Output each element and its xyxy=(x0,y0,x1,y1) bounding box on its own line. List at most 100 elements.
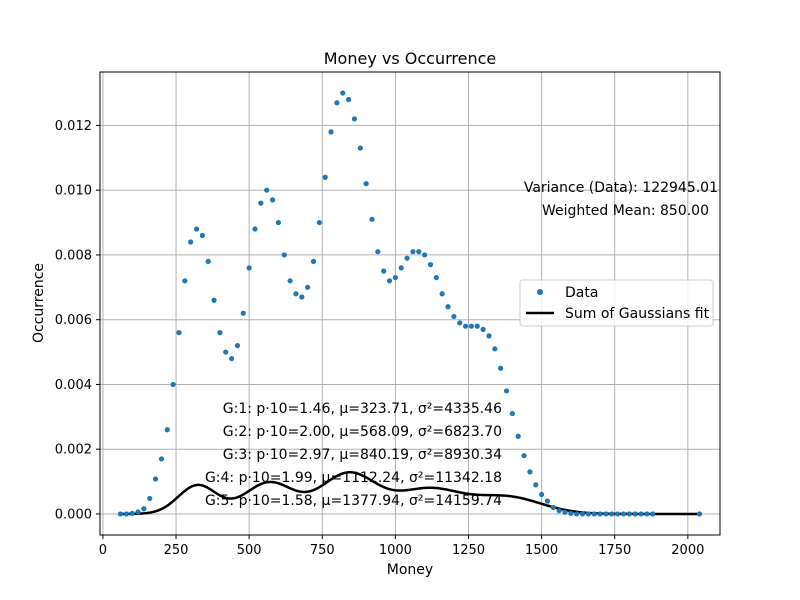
chart-title: Money vs Occurrence xyxy=(324,49,497,68)
data-point xyxy=(217,330,223,336)
data-point xyxy=(299,294,305,300)
data-point xyxy=(223,349,229,355)
data-points-layer xyxy=(117,90,703,517)
gaussian-1-annotation: G:1: p·10=1.46, μ=323.71, σ²=4335.46 xyxy=(223,401,502,417)
legend: Data Sum of Gaussians fit xyxy=(519,279,714,327)
y-tick-label: 0.010 xyxy=(55,184,92,199)
data-point xyxy=(696,511,703,517)
data-point xyxy=(369,216,375,222)
y-tick-label: 0.004 xyxy=(55,378,92,393)
x-tick-label: 1500 xyxy=(525,543,558,558)
data-point xyxy=(164,427,170,433)
data-point xyxy=(591,511,597,517)
x-axis-label: Money xyxy=(387,562,433,578)
data-point xyxy=(158,456,165,462)
legend-data-label: Data xyxy=(565,285,598,301)
data-point xyxy=(117,511,124,517)
data-point xyxy=(492,346,498,352)
data-point xyxy=(503,388,510,394)
data-point xyxy=(269,197,276,203)
data-point xyxy=(486,333,492,339)
data-point xyxy=(445,304,451,310)
x-tick-label: 1750 xyxy=(598,543,631,558)
data-point xyxy=(281,252,287,258)
data-point xyxy=(147,495,153,502)
data-point xyxy=(199,232,205,239)
plot-frame xyxy=(99,71,721,536)
x-tick-label: 2000 xyxy=(671,543,704,558)
data-point xyxy=(568,510,574,516)
data-point xyxy=(550,504,556,511)
data-point xyxy=(334,100,340,106)
legend-data-marker xyxy=(537,289,543,295)
data-point xyxy=(579,511,586,517)
data-point xyxy=(328,129,334,135)
data-point xyxy=(574,511,580,517)
data-point xyxy=(152,476,159,482)
data-point xyxy=(427,262,434,268)
data-point xyxy=(351,116,358,122)
data-point xyxy=(398,265,404,271)
data-point xyxy=(211,297,217,303)
data-point xyxy=(410,249,416,255)
data-point xyxy=(404,255,410,261)
x-tick-label: 1250 xyxy=(452,543,485,558)
data-point xyxy=(650,511,656,517)
data-point xyxy=(176,330,182,336)
data-point xyxy=(129,510,135,516)
data-point xyxy=(509,410,515,417)
y-axis-label: Occurrence xyxy=(31,263,47,343)
y-tick-label: 0.008 xyxy=(55,248,92,263)
data-point xyxy=(123,511,129,517)
data-point xyxy=(585,511,591,517)
y-tick-label: 0.012 xyxy=(55,119,92,134)
data-point xyxy=(433,274,439,281)
data-point xyxy=(188,239,194,245)
data-point xyxy=(322,174,328,180)
legend-fit-label: Sum of Gaussians fit xyxy=(565,306,710,322)
fit-line xyxy=(120,471,700,516)
data-point xyxy=(638,511,644,517)
data-point xyxy=(515,433,521,439)
data-point xyxy=(193,226,200,232)
x-tick-label: 0 xyxy=(99,543,107,558)
data-point xyxy=(182,278,188,284)
data-point xyxy=(246,265,252,271)
y-tick-label: 0.006 xyxy=(55,313,92,328)
data-point xyxy=(170,381,176,388)
data-point xyxy=(462,323,469,329)
data-point xyxy=(521,453,527,459)
gaussian-3-annotation: G:3: p·10=2.97, μ=840.19, σ²=8930.34 xyxy=(223,447,502,463)
data-point xyxy=(392,274,398,281)
data-point xyxy=(293,291,299,297)
data-point xyxy=(240,310,246,316)
data-point xyxy=(620,511,627,517)
data-point xyxy=(626,511,632,517)
gaussian-4-annotation: G:4: p·10=1.99, μ=1112.24, σ²=11342.18 xyxy=(205,470,502,486)
data-point xyxy=(381,268,387,274)
data-point xyxy=(556,508,562,514)
data-point xyxy=(632,511,638,517)
data-point xyxy=(258,200,264,206)
data-point xyxy=(468,323,475,329)
data-point xyxy=(205,258,211,265)
data-point xyxy=(386,278,393,284)
data-point xyxy=(252,226,258,232)
x-tick-label: 750 xyxy=(310,543,335,558)
data-point xyxy=(357,145,363,151)
data-point xyxy=(316,219,322,226)
data-point xyxy=(451,313,457,320)
weighted-mean-annotation: Weighted Mean: 850.00 xyxy=(542,203,709,219)
data-point xyxy=(480,326,486,333)
data-point xyxy=(439,291,445,297)
x-tick-label: 500 xyxy=(237,543,262,558)
data-point xyxy=(533,482,539,488)
data-point xyxy=(275,219,281,226)
data-point xyxy=(474,323,480,329)
y-tick-label: 0.002 xyxy=(55,443,92,458)
data-point xyxy=(340,90,346,96)
data-point xyxy=(135,509,141,515)
fit-line-layer xyxy=(120,471,700,516)
x-tick-label: 1000 xyxy=(379,543,412,558)
